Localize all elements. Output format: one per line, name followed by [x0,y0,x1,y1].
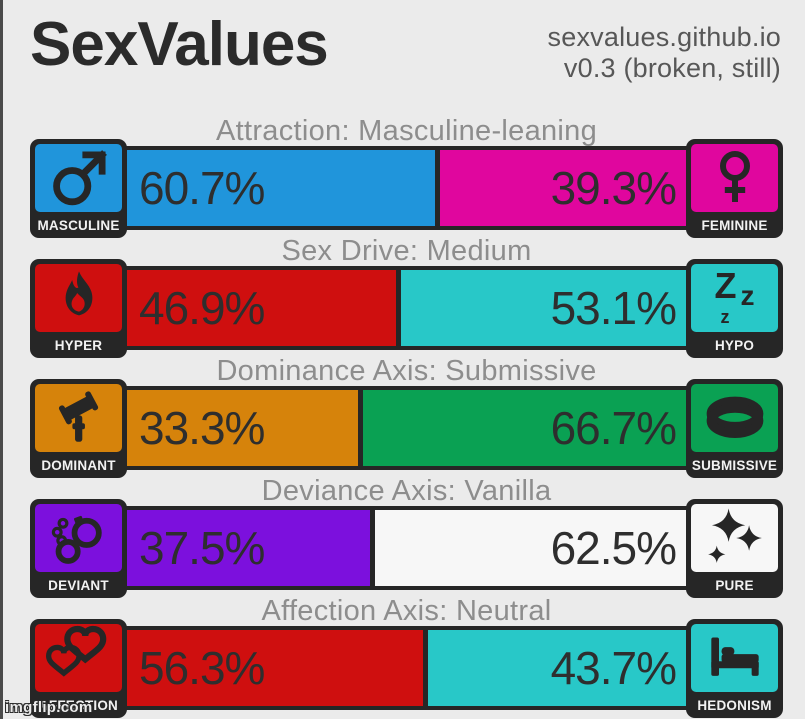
left-percent-label: 56.3% [139,642,265,694]
axis-bar: 60.7% 39.3% [118,146,695,230]
left-bar-segment: 56.3% [122,630,423,706]
axis-title: Affection Axis: Neutral [261,594,552,627]
left-endcap: DOMINANT [30,378,127,478]
app-title: SexValues [30,10,329,79]
right-percent-label: 53.1% [550,282,677,334]
left-endcap-label: DOMINANT [41,457,116,473]
left-endcap-swatch [35,263,122,332]
right-endcap-label: HYPO [714,337,755,353]
axis-bar-group: MASCULINE 60.7% 39.3% FEMININE [30,138,783,238]
imgflip-watermark: imgflip.com [5,699,93,716]
right-percent-label: 66.7% [550,402,677,454]
site-version: v0.3 (broken, still) [563,52,781,83]
axis-row: Affection Axis: Neutral AFFECTION 56.3% … [30,594,783,718]
right-percent-label: 43.7% [550,642,677,694]
axis-bar: 37.5% 62.5% [118,506,695,590]
right-endcap-label: HEDONISM [697,697,772,713]
bar-divider [422,630,428,706]
axis-bar-group: AFFECTION 56.3% 43.7% HEDONISM [30,618,783,718]
axis-bar-group: DEVIANT 37.5% 62.5% PURE [30,498,783,598]
site-note: sexvalues.github.io v0.3 (broken, still) [548,6,781,83]
left-bar-segment: 33.3% [122,390,359,466]
right-endcap: HEDONISM [686,618,783,718]
bar-divider [358,390,364,466]
axis-row: Attraction: Masculine-leaning MASCULINE … [30,114,783,238]
right-bar-segment: 53.1% [401,270,691,346]
axis-title: Deviance Axis: Vanilla [261,474,552,507]
left-endcap-swatch [35,383,122,452]
female-icon [705,147,765,209]
right-endcap: FEMININE [686,138,783,238]
left-bar-segment: 60.7% [122,150,436,226]
bed-icon [701,626,769,690]
sparkles-icon [703,506,767,570]
axis-title: Dominance Axis: Submissive [216,354,597,387]
left-percent-label: 33.3% [139,402,265,454]
axis-title: Attraction: Masculine-leaning [215,114,598,147]
left-endcap-swatch [35,143,122,212]
left-endcap-label: MASCULINE [37,217,120,233]
axis-row: Dominance Axis: Submissive DOMINANT 33.3… [30,354,783,478]
right-percent-label: 62.5% [550,522,677,574]
right-bar-segment: 62.5% [374,510,691,586]
left-endcap-label: AFFECTION [38,697,119,713]
axis-row: Deviance Axis: Vanilla DEVIANT 37.5% 62.… [30,474,783,598]
left-endcap-swatch [35,503,122,572]
left-percent-label: 37.5% [139,522,265,574]
right-endcap: PURE [686,498,783,598]
left-bar-segment: 46.9% [122,270,397,346]
site-url: sexvalues.github.io [547,22,781,52]
right-endcap-label: SUBMISSIVE [691,457,778,473]
right-endcap-label: PURE [715,577,754,593]
collar-icon [700,388,770,448]
right-endcap-swatch [691,383,778,452]
axis-bar: 56.3% 43.7% [118,626,695,710]
axis-bar: 46.9% 53.1% [118,266,695,350]
right-percent-label: 39.3% [550,162,677,214]
right-bar-segment: 66.7% [363,390,691,466]
axis-rows: Attraction: Masculine-leaning MASCULINE … [3,114,805,718]
bar-divider [396,270,402,346]
right-endcap-swatch [691,143,778,212]
right-endcap-label: FEMININE [701,217,768,233]
right-endcap-swatch [691,623,778,692]
left-percent-label: 60.7% [139,162,265,214]
left-endcap: MASCULINE [30,138,127,238]
left-bar-segment: 37.5% [122,510,370,586]
male-icon [45,144,113,212]
left-endcap: HYPER [30,258,127,358]
left-endcap: DEVIANT [30,498,127,598]
handcuffs-icon [47,506,111,570]
left-percent-label: 46.9% [139,282,265,334]
left-endcap-swatch [35,623,122,692]
right-endcap-swatch [691,503,778,572]
right-bar-segment: 39.3% [440,150,691,226]
hearts-icon [45,625,113,691]
left-endcap: AFFECTION [30,618,127,718]
axis-bar-group: DOMINANT 33.3% 66.7% SUBMISSIVE [30,378,783,478]
bar-divider [435,150,441,226]
header: SexValues sexvalues.github.io v0.3 (brok… [3,0,805,84]
axis-bar: 33.3% 66.7% [118,386,695,470]
axis-title: Sex Drive: Medium [281,234,532,267]
flame-icon [48,267,110,329]
left-endcap-label: HYPER [54,337,103,353]
right-endcap: SUBMISSIVE [686,378,783,478]
gavel-icon [46,385,112,451]
left-endcap-label: DEVIANT [48,577,109,593]
right-bar-segment: 43.7% [427,630,691,706]
bar-divider [369,510,375,586]
